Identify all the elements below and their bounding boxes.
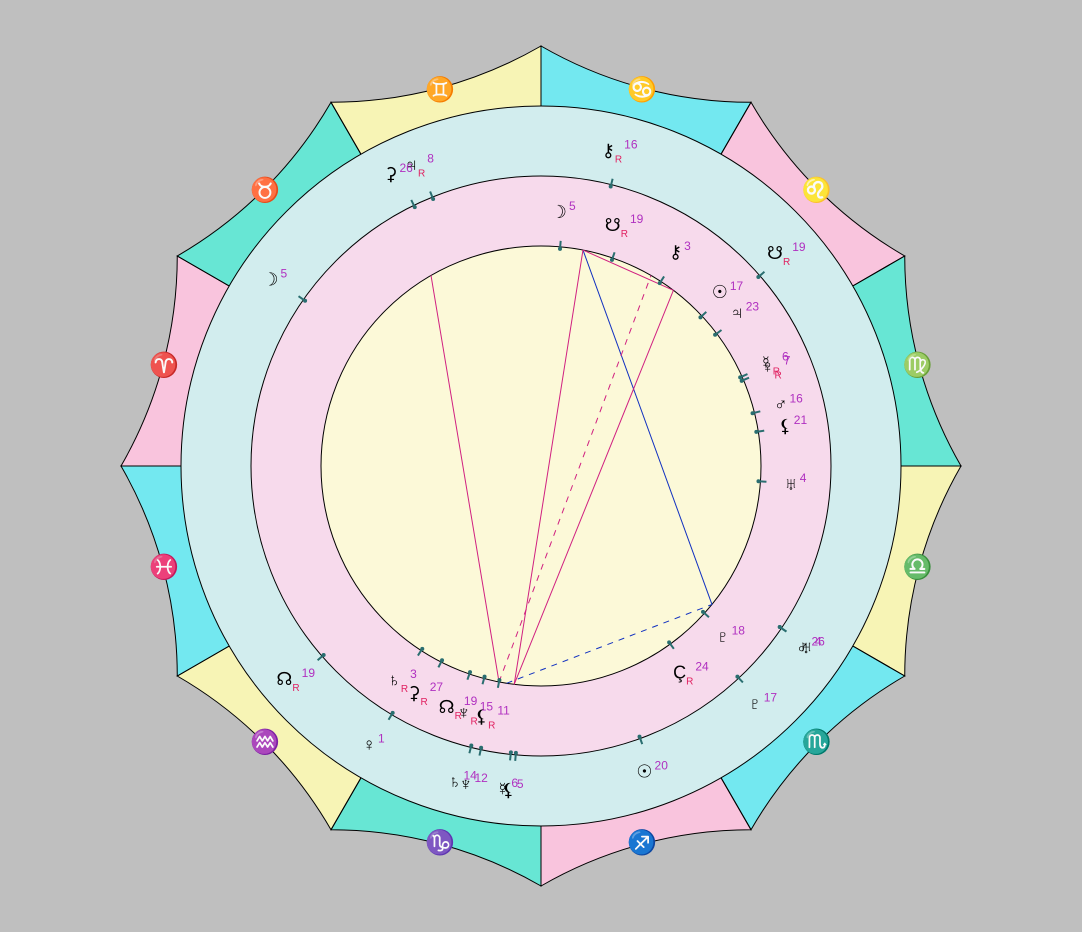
planet-tick-dot	[713, 333, 717, 337]
planet-tick-dot	[735, 675, 739, 679]
planet-tick-dot	[667, 640, 671, 644]
zodiac-glyph: ♒	[250, 728, 280, 756]
planet-tick-dot	[756, 275, 760, 279]
planet-tick-dot	[698, 315, 702, 319]
planet-tick-dot	[479, 746, 483, 750]
astro-chart-svg: ♈♉♊♋♌♍♎♏♐♑♒♓☉20☿6♀1♂26♃R8♄14♅4♆12♇17⚷R16…	[0, 0, 1082, 932]
planet-tick-dot	[754, 430, 758, 434]
zodiac-glyph: ♍	[903, 351, 933, 379]
planet-tick-dot	[497, 678, 501, 682]
planet-tick-dot	[509, 750, 513, 754]
zodiac-glyph: ♌	[802, 176, 832, 204]
planet-tick-dot	[740, 379, 744, 383]
planet-tick-dot	[391, 711, 395, 715]
planet-tick-dot	[609, 185, 613, 189]
planet-tick-dot	[440, 658, 444, 662]
planet-tick-dot	[658, 281, 662, 285]
planet-tick-dot	[558, 247, 562, 251]
planet-tick-dot	[701, 610, 705, 614]
planet-tick-dot	[420, 647, 424, 651]
zodiac-glyph: ♐	[627, 829, 657, 857]
zodiac-glyph: ♏	[802, 728, 832, 756]
zodiac-glyph: ♓	[149, 553, 179, 581]
planet-tick-dot	[751, 411, 755, 415]
zodiac-glyph: ♋	[627, 75, 657, 103]
center-circle	[321, 246, 761, 686]
planet-tick-dot	[756, 479, 760, 483]
zodiac-glyph: ♎	[903, 553, 933, 581]
planet-tick-dot	[610, 258, 614, 262]
planet-tick-dot	[303, 299, 307, 303]
zodiac-glyph: ♈	[149, 351, 179, 379]
planet-tick-dot	[638, 735, 642, 739]
planet-tick-dot	[413, 205, 417, 209]
zodiac-glyph: ♊	[425, 75, 455, 103]
planet-tick-dot	[468, 670, 472, 674]
zodiac-glyph: ♉	[250, 176, 280, 204]
planet-tick-dot	[469, 743, 473, 747]
planet-tick-dot	[431, 197, 435, 201]
planet-tick-dot	[322, 653, 326, 657]
planet-tick-dot	[483, 675, 487, 679]
zodiac-glyph: ♑	[425, 829, 455, 857]
astro-chart-container: ♈♉♊♋♌♍♎♏♐♑♒♓☉20☿6♀1♂26♃R8♄14♅4♆12♇17⚷R16…	[0, 0, 1082, 932]
planet-tick-dot	[778, 625, 782, 629]
planet-tick-dot	[738, 375, 742, 379]
planet-tick-dot	[514, 751, 518, 755]
